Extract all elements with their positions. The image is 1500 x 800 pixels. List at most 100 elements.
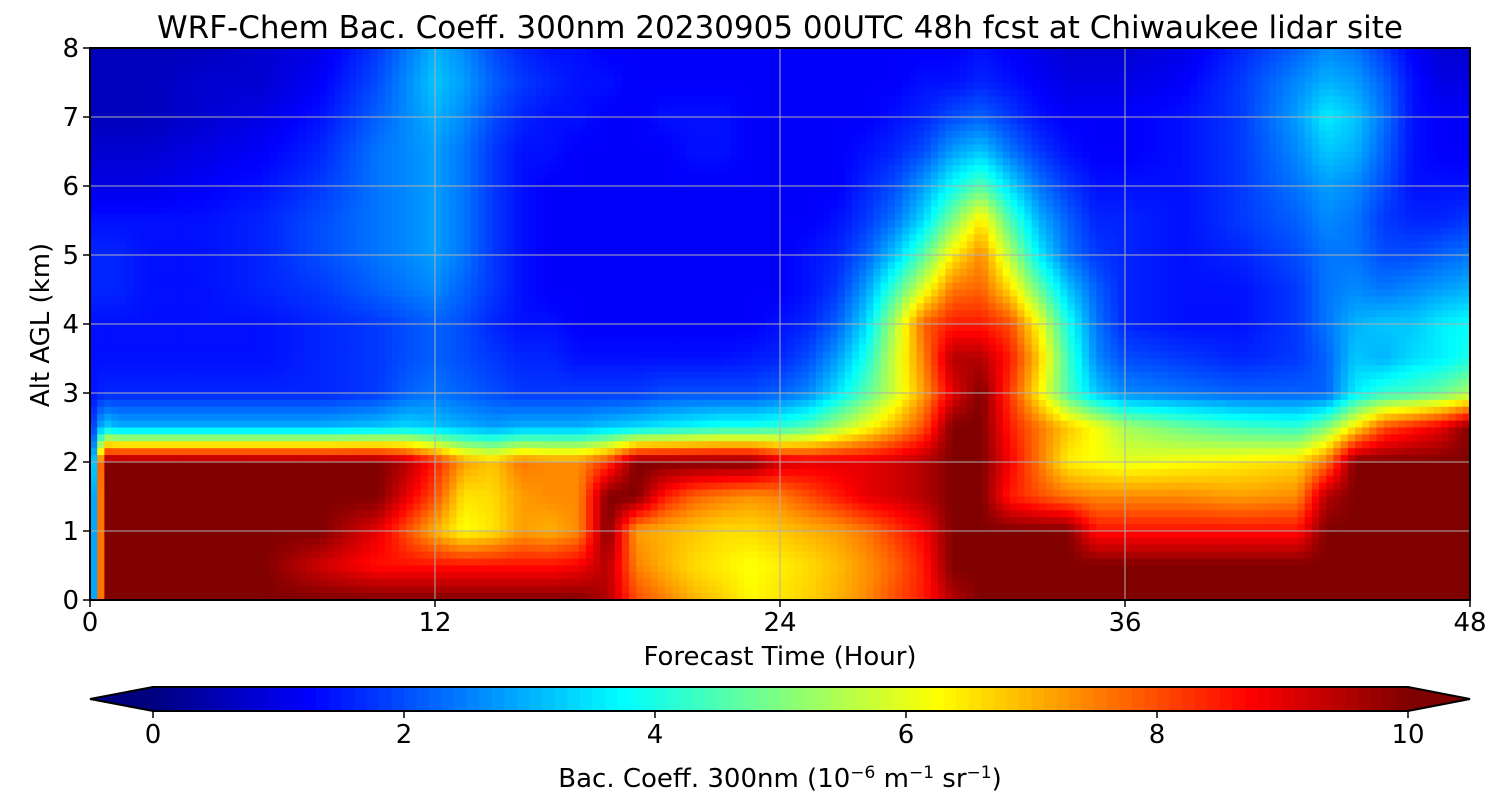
heatmap-cell [1146,192,1155,201]
heatmap-cell [312,137,321,146]
heatmap-cell [1247,158,1255,166]
heatmap-cell [1362,75,1370,84]
heatmap-cell [959,172,968,180]
heatmap-cell [1175,172,1184,180]
heatmap-cell [1441,110,1450,118]
heatmap-cell [693,158,702,166]
heatmap-cell [744,48,752,56]
heatmap-cell [1110,82,1119,90]
heatmap-cell [1283,144,1291,153]
heatmap-cell [629,117,637,125]
heatmap-cell [1304,110,1313,118]
heatmap-cell [348,54,357,63]
heatmap-cell [226,130,235,139]
heatmap-cell [593,199,601,208]
heatmap-cell [1434,172,1442,180]
heatmap-cell [751,144,760,153]
heatmap-cell [1189,110,1198,118]
heatmap-cell [916,172,925,180]
heatmap-cell [1326,213,1335,222]
heatmap-cell [125,158,134,166]
heatmap-cell [729,144,738,153]
heatmap-cell [1132,110,1140,118]
heatmap-cell [1340,61,1349,70]
heatmap-cell [1240,186,1248,194]
heatmap-cell [499,172,508,180]
heatmap-cell [1355,206,1363,215]
heatmap-cell [535,61,544,70]
heatmap-cell [528,96,537,104]
heatmap-cell [276,213,285,222]
heatmap-cell [1117,165,1126,173]
heatmap-cell [1038,68,1047,77]
heatmap-cell [550,48,558,56]
heatmap-cell [212,165,220,173]
heatmap-cell [686,172,695,180]
heatmap-cell [420,213,429,222]
heatmap-cell [442,89,450,97]
heatmap-cell [1390,103,1399,111]
heatmap-cell [1189,89,1198,97]
heatmap-cell [1132,68,1140,77]
heatmap-cell [499,96,508,104]
heatmap-cell [1290,110,1299,118]
heatmap-cell [320,192,328,201]
heatmap-cell [1060,144,1069,153]
heatmap-cell [1426,48,1435,56]
heatmap-cell [808,144,817,153]
heatmap-cell [585,117,594,125]
heatmap-cell [808,192,817,201]
heatmap-cell [895,158,903,166]
heatmap-cell [528,130,537,139]
heatmap-cell [1448,137,1457,146]
heatmap-cell [1117,213,1126,222]
heatmap-cell [312,165,321,173]
heatmap-cell [715,172,724,180]
heatmap-cell [1010,179,1018,187]
heatmap-cell [1240,158,1248,166]
heatmap-cell [895,199,903,208]
heatmap-cell [859,151,867,159]
heatmap-cell [1441,96,1450,104]
heatmap-cell [298,48,307,56]
heatmap-cell [212,158,220,166]
heatmap-cell [772,110,781,118]
heatmap-cell [262,48,271,56]
heatmap-cell [197,89,206,97]
heatmap-cell [435,192,443,201]
heatmap-cell [111,206,120,215]
heatmap-cell [355,61,364,70]
heatmap-cell [1196,192,1205,201]
heatmap-cell [844,206,853,215]
heatmap-cell [1369,186,1378,194]
heatmap-cell [90,103,98,111]
heatmap-cell [341,103,350,111]
heatmap-cell [823,199,831,208]
heatmap-cell [478,158,486,166]
heatmap-cell [355,213,364,222]
heatmap-cell [1132,103,1140,111]
heatmap-cell [629,110,637,118]
heatmap-cell [1196,151,1205,159]
heatmap-cell [169,137,177,146]
heatmap-cell [902,110,910,118]
heatmap-cell [463,130,472,139]
heatmap-cell [154,117,163,125]
heatmap-cell [837,82,846,90]
heatmap-cell [528,61,537,70]
heatmap-cell [823,68,831,77]
heatmap-cell [384,151,393,159]
heatmap-cell [571,123,580,132]
heatmap-cell [751,68,760,77]
heatmap-cell [952,192,961,201]
heatmap-cell [384,186,393,194]
heatmap-cell [1089,165,1097,173]
heatmap-cell [1247,82,1255,90]
heatmap-cell [449,220,458,228]
heatmap-cell [751,54,760,63]
heatmap-cell [571,179,580,187]
heatmap-cell [945,61,954,70]
heatmap-cell [1067,192,1076,201]
heatmap-cell [1390,144,1399,153]
heatmap-cell [492,179,501,187]
